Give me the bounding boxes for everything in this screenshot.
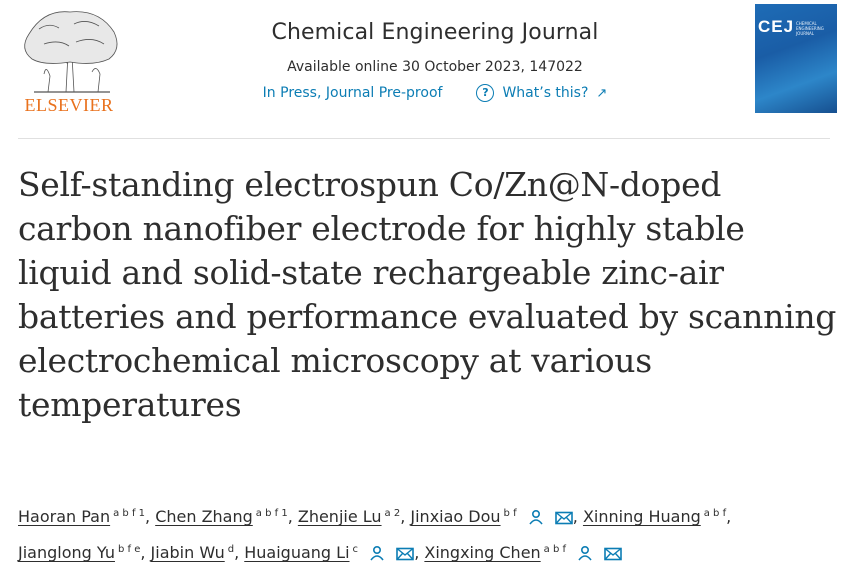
article-header: ELSEVIER Chemical Engineering Journal Av… <box>0 0 845 140</box>
in-press-link[interactable]: In Press, Journal Pre-proof <box>262 85 443 101</box>
author-affiliations[interactable]: b f e <box>117 544 141 555</box>
author-item: Xinning Huang a b f, <box>582 507 732 526</box>
author-affiliations[interactable]: a b f 1 <box>255 508 288 519</box>
elsevier-wordmark[interactable]: ELSEVIER <box>24 95 114 115</box>
journal-cover-thumbnail[interactable]: CEJ CHEMICAL ENGINEERING JOURNAL <box>755 4 837 113</box>
author-link[interactable]: Jinxiao Dou <box>410 507 501 526</box>
author-link[interactable]: Jiabin Wu <box>150 543 225 562</box>
author-link[interactable]: Xinning Huang <box>582 507 701 526</box>
author-affiliations[interactable]: a b f <box>703 508 727 519</box>
cover-abbrev: CEJ <box>758 17 795 36</box>
author-link[interactable]: Huaiguang Li <box>244 543 350 562</box>
author-item: Zhenjie Lu a 2, <box>297 507 411 526</box>
person-icon[interactable] <box>577 545 593 561</box>
person-icon[interactable] <box>369 545 385 561</box>
author-link[interactable]: Zhenjie Lu <box>297 507 382 526</box>
author-list: Haoran Pan a b f 1, Chen Zhang a b f 1, Zh… <box>18 497 838 569</box>
question-mark-icon[interactable]: ? <box>476 84 495 102</box>
author-link[interactable]: Xingxing Chen <box>424 543 541 562</box>
elsevier-tree-logo[interactable] <box>14 4 126 118</box>
envelope-icon[interactable] <box>554 511 573 525</box>
author-affiliations[interactable]: a b f <box>543 544 567 555</box>
availability-text: Available online 30 October 2023, 147022 <box>287 59 583 75</box>
author-affiliations[interactable]: d <box>227 544 235 555</box>
author-item: Jianglong Yu b f e, <box>18 543 151 562</box>
author-item: Jinxiao Dou b f , <box>410 507 583 526</box>
journal-title-link[interactable]: Chemical Engineering Journal <box>271 20 599 45</box>
author-affiliations[interactable]: a 2 <box>384 508 401 519</box>
author-item: Chen Zhang a b f 1, <box>155 507 298 526</box>
external-arrow-icon: ↗ <box>596 85 608 101</box>
author-link[interactable]: Chen Zhang <box>155 507 253 526</box>
whats-this-link[interactable]: What’s this? <box>502 85 589 101</box>
author-item: Xingxing Chen a b f <box>424 543 623 562</box>
author-affiliations[interactable]: a b f 1 <box>113 508 146 519</box>
header-divider <box>18 138 830 139</box>
author-link[interactable]: Haoran Pan <box>18 507 111 526</box>
author-item: Jiabin Wu d, <box>150 543 245 562</box>
status-links: In Press, Journal Pre-proof ? What’s thi… <box>180 84 690 102</box>
journal-info: Chemical Engineering Journal Available o… <box>180 20 690 102</box>
author-item: Haoran Pan a b f 1, <box>18 507 156 526</box>
person-icon[interactable] <box>528 509 544 525</box>
author-item: Huaiguang Li c , <box>244 543 425 562</box>
article-title: Self-standing electrospun Co/Zn@N-doped … <box>18 165 837 424</box>
envelope-icon[interactable] <box>604 547 623 561</box>
author-affiliations[interactable]: b f <box>503 508 517 519</box>
cover-subtitle: CHEMICAL ENGINEERING JOURNAL <box>796 21 824 36</box>
envelope-icon[interactable] <box>396 547 415 561</box>
author-link[interactable]: Jianglong Yu <box>18 543 115 562</box>
author-affiliations[interactable]: c <box>352 544 359 555</box>
